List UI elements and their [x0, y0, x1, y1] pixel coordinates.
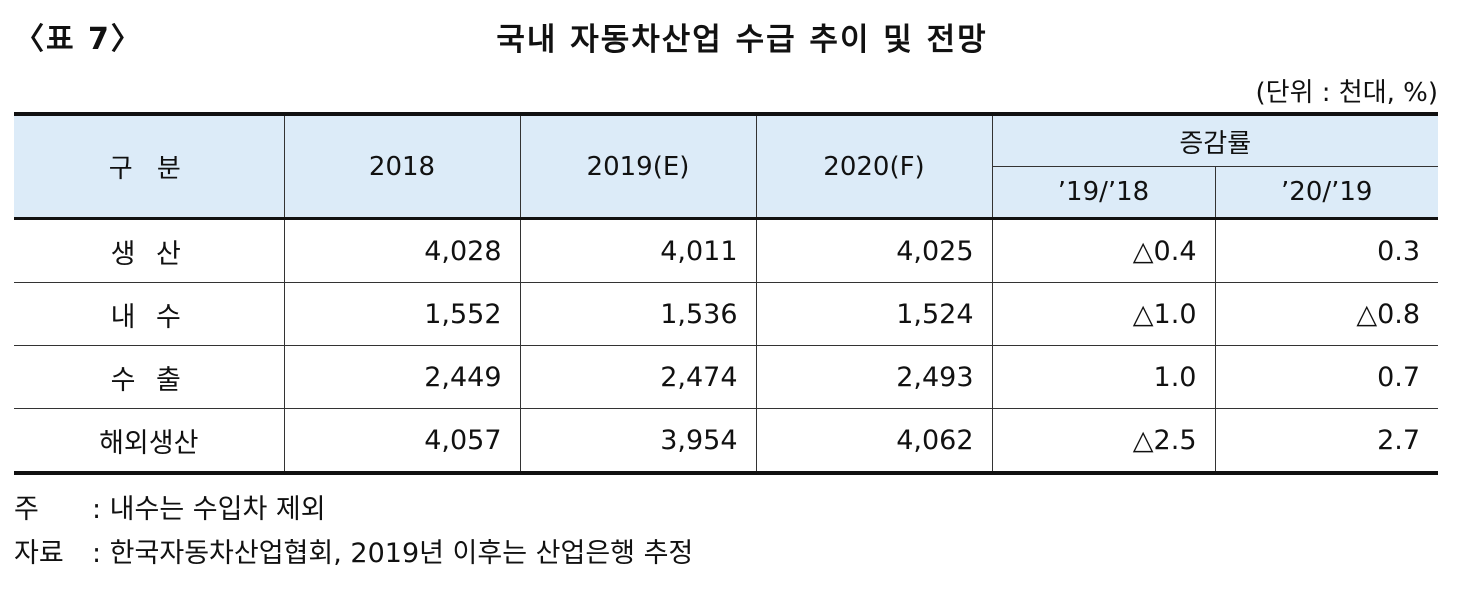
note-label: 주: [14, 494, 39, 525]
source-line: 자료 : 한국자동차산업협회, 2019년 이후는 산업은행 추정: [14, 532, 693, 576]
cell-2019: 4,011: [519, 218, 757, 283]
cell-2020: 4,025: [755, 218, 993, 283]
cell-growth-20-19: △0.8: [1214, 282, 1439, 346]
source-text: : 한국자동차산업협회, 2019년 이후는 산업은행 추정: [92, 538, 694, 569]
row-label: 수 출: [14, 345, 285, 409]
cell-growth-19-18: △2.5: [991, 408, 1216, 475]
header-2018: 2018: [283, 112, 521, 220]
cell-2020: 2,493: [755, 345, 993, 409]
header-growth-20-19: ’20/’19: [1214, 166, 1439, 220]
note-line: 주 : 내수는 수입차 제외: [14, 488, 693, 532]
unit-label: (단위 : 천대, %): [1255, 78, 1439, 108]
cell-growth-20-19: 0.3: [1214, 218, 1439, 283]
cell-growth-19-18: 1.0: [991, 345, 1216, 409]
cell-2020: 4,062: [755, 408, 993, 475]
note-text: : 내수는 수입차 제외: [92, 494, 326, 525]
cell-2018: 2,449: [283, 345, 521, 409]
cell-growth-19-18: △0.4: [991, 218, 1216, 283]
cell-growth-20-19: 2.7: [1214, 408, 1439, 475]
source-label: 자료: [14, 538, 64, 569]
header-growth: 증감률: [991, 112, 1439, 167]
header-category: 구 분: [14, 112, 285, 220]
cell-2019: 2,474: [519, 345, 757, 409]
cell-growth-20-19: 0.7: [1214, 345, 1439, 409]
row-label: 생 산: [14, 218, 285, 283]
cell-2018: 4,028: [283, 218, 521, 283]
cell-2018: 4,057: [283, 408, 521, 475]
cell-2018: 1,552: [283, 282, 521, 346]
table-row: 해외생산 4,057 3,954 4,062 △2.5 2.7: [14, 408, 1439, 475]
header-2019: 2019(E): [519, 112, 757, 220]
supply-demand-table: 구 분 2018 2019(E) 2020(F) 증감률 ’19/’18 ’20…: [14, 112, 1439, 475]
table-caption: 〈표 7〉: [14, 22, 143, 57]
header-growth-19-18: ’19/’18: [992, 166, 1216, 220]
table-row: 내 수 1,552 1,536 1,524 △1.0 △0.8: [14, 282, 1439, 346]
row-label: 해외생산: [14, 408, 285, 475]
row-label: 내 수: [14, 282, 285, 346]
header-2020: 2020(F): [755, 112, 993, 220]
table-notes: 주 : 내수는 수입차 제외 자료 : 한국자동차산업협회, 2019년 이후는 산…: [14, 488, 693, 576]
cell-2020: 1,524: [755, 282, 993, 346]
cell-2019: 1,536: [519, 282, 757, 346]
table-title: 국내 자동차산업 수급 추이 및 전망: [496, 22, 988, 58]
table-row: 생 산 4,028 4,011 4,025 △0.4 0.3: [14, 218, 1439, 283]
table-row: 수 출 2,449 2,474 2,493 1.0 0.7: [14, 345, 1439, 409]
cell-growth-19-18: △1.0: [991, 282, 1216, 346]
cell-2019: 3,954: [519, 408, 757, 475]
